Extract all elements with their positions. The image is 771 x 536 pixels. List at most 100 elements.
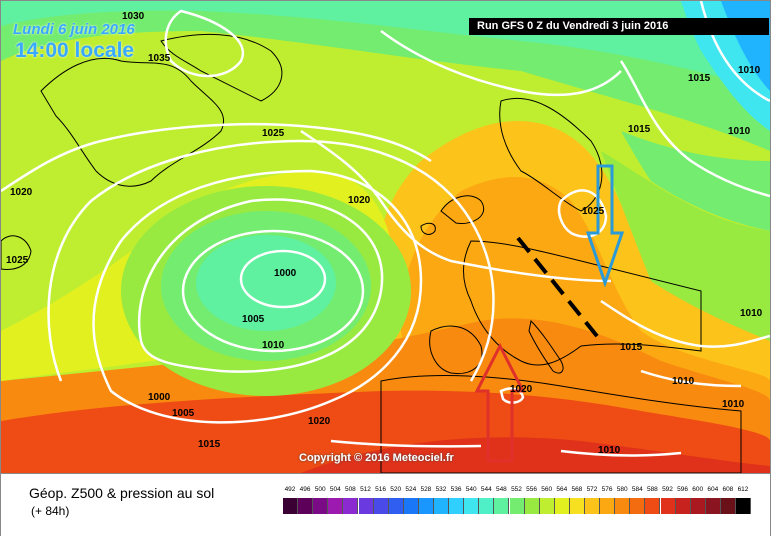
pressure-label: 1030 bbox=[122, 11, 145, 22]
pressure-label: 1020 bbox=[308, 416, 331, 427]
scale-color-cell bbox=[328, 498, 344, 514]
color-scale: 492 496 500 504 508 512 516 520 524 528 532 536 540 5… bbox=[283, 486, 753, 526]
pressure-label: 1015 bbox=[198, 439, 221, 450]
canada-outline bbox=[1, 235, 32, 270]
scale-color-cell bbox=[630, 498, 646, 514]
scale-tick-label: 496 bbox=[299, 486, 311, 493]
scale-tick-label: 576 bbox=[601, 486, 613, 493]
pressure-label: 1015 bbox=[628, 124, 651, 135]
scale-color-cell bbox=[449, 498, 465, 514]
scale-color-cell bbox=[690, 498, 706, 514]
scale-tick-label: 572 bbox=[586, 486, 598, 493]
scale-tick-label: 612 bbox=[737, 486, 749, 493]
ireland-outline bbox=[420, 222, 436, 235]
scale-color-cell bbox=[675, 498, 691, 514]
isobar-1020-south bbox=[330, 439, 482, 448]
isobar-1030 bbox=[164, 9, 245, 78]
isobar-1010-ne bbox=[699, 1, 770, 103]
red-arrow-icon bbox=[474, 342, 526, 463]
forecast-date: Lundi 6 juin 2016 bbox=[13, 21, 135, 38]
isobars bbox=[1, 1, 770, 457]
scale-color-cell bbox=[373, 498, 389, 514]
pressure-label: 1020 bbox=[10, 187, 33, 198]
isobar-1020 bbox=[1, 122, 432, 193]
scale-tick-label: 564 bbox=[556, 486, 568, 493]
scale-color-cell bbox=[388, 498, 404, 514]
scale-tick-label: 504 bbox=[329, 486, 341, 493]
pressure-label: 1035 bbox=[148, 53, 171, 64]
isobar-1005 bbox=[181, 229, 365, 353]
lead-time-label: (+ 84h) bbox=[31, 504, 70, 518]
uk-outline bbox=[440, 195, 484, 225]
scale-color-cell bbox=[660, 498, 676, 514]
weather-map: 1030 1035 1020 1025 1025 1020 1000 1005 … bbox=[1, 1, 770, 473]
scale-tick-label: 532 bbox=[435, 486, 447, 493]
scale-color-cell bbox=[509, 498, 525, 514]
scale-tick-label: 536 bbox=[450, 486, 462, 493]
isobar-1015 bbox=[47, 139, 495, 382]
italy-outline bbox=[528, 319, 564, 374]
africa-outline bbox=[380, 375, 742, 473]
pressure-label: 1000 bbox=[274, 268, 297, 279]
scale-color-cell bbox=[720, 498, 736, 514]
pressure-label: 1015 bbox=[620, 342, 643, 353]
scale-tick-label: 500 bbox=[314, 486, 326, 493]
scale-color-cell bbox=[585, 498, 601, 514]
scale-color-cell bbox=[298, 498, 314, 514]
isobar-1020-mid bbox=[300, 129, 612, 283]
scale-tick-label: 520 bbox=[390, 486, 402, 493]
scale-color-cell bbox=[358, 498, 374, 514]
run-label: Run GFS 0 Z du Vendredi 3 juin 2016 bbox=[469, 18, 769, 35]
pressure-label: 1010 bbox=[728, 126, 751, 137]
scale-tick-label: 560 bbox=[541, 486, 553, 493]
pressure-label: 1020 bbox=[348, 195, 371, 206]
isobar-1015-ne bbox=[619, 60, 770, 198]
scale-color-cell bbox=[464, 498, 480, 514]
scale-color-cell bbox=[343, 498, 359, 514]
scale-tick-label: 548 bbox=[495, 486, 507, 493]
field-low-core bbox=[196, 235, 336, 331]
scale-color-cell bbox=[524, 498, 540, 514]
scale-tick-label: 524 bbox=[405, 486, 417, 493]
scale-color-cell bbox=[434, 498, 450, 514]
field-east-green bbox=[621, 131, 770, 231]
scale-color-cell bbox=[418, 498, 434, 514]
isobar-1010 bbox=[137, 198, 384, 373]
scale-tick-label: 588 bbox=[646, 486, 658, 493]
field-east-lime bbox=[601, 151, 770, 341]
scale-color-cell bbox=[313, 498, 329, 514]
europe-outline bbox=[463, 240, 702, 366]
scale-color-cell bbox=[403, 498, 419, 514]
scandinavia-outline bbox=[499, 97, 603, 212]
isobar-1000 bbox=[239, 249, 327, 309]
scale-tick-label: 512 bbox=[360, 486, 371, 493]
parameter-label: Géop. Z500 & pression au sol bbox=[29, 485, 215, 501]
scale-color-cell bbox=[736, 498, 752, 514]
pressure-label: 1005 bbox=[172, 408, 195, 419]
copyright-text: Copyright © 2016 Meteociel.fr bbox=[299, 452, 454, 464]
pressure-label: 1010 bbox=[262, 340, 285, 351]
pressure-label: 1025 bbox=[262, 128, 285, 139]
pressure-label: 1025 bbox=[582, 206, 605, 217]
pressure-label: 1010 bbox=[740, 308, 763, 319]
isobar-1015-se bbox=[600, 299, 770, 348]
scale-tick-label: 492 bbox=[284, 486, 296, 493]
iberia-outline bbox=[429, 325, 483, 375]
scale-tick-label: 556 bbox=[526, 486, 538, 493]
pressure-label: 1000 bbox=[148, 392, 171, 403]
scale-tick-label: 580 bbox=[616, 486, 628, 493]
isobar-1010-se bbox=[640, 369, 742, 388]
scale-tick-label: 516 bbox=[375, 486, 387, 493]
scale-tick-label: 584 bbox=[631, 486, 643, 493]
isobar-1025-north bbox=[380, 29, 622, 97]
scale-color-cell bbox=[494, 498, 510, 514]
pressure-label: 1005 bbox=[242, 314, 265, 325]
scale-tick-label: 508 bbox=[344, 486, 356, 493]
pressure-label: 1010 bbox=[598, 445, 621, 456]
scale-tick-label: 540 bbox=[465, 486, 477, 493]
pressure-label: 1015 bbox=[688, 73, 711, 84]
scale-tick-label: 552 bbox=[511, 486, 522, 493]
forecast-time: 14:00 locale bbox=[15, 39, 135, 62]
pressure-label: 1010 bbox=[738, 65, 761, 76]
